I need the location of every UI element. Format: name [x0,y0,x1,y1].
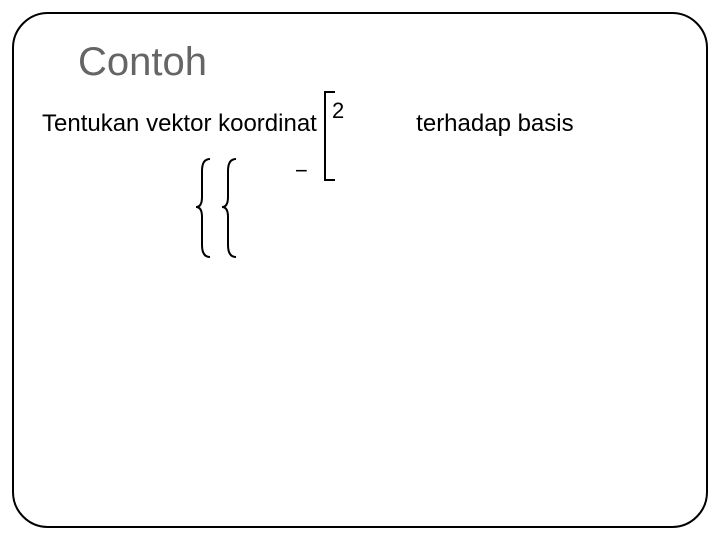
minus-sign: − [295,158,308,184]
body-line: Tentukan vektor koordinat terhadap basis [42,110,574,138]
slide: Contoh Tentukan vektor koordinat terhada… [0,0,720,540]
vector-top-value: 2 [332,98,344,124]
slide-frame [12,12,708,528]
body-suffix: terhadap basis [416,110,573,137]
slide-title: Contoh [78,40,207,85]
body-prefix: Tentukan vektor koordinat [42,110,317,137]
